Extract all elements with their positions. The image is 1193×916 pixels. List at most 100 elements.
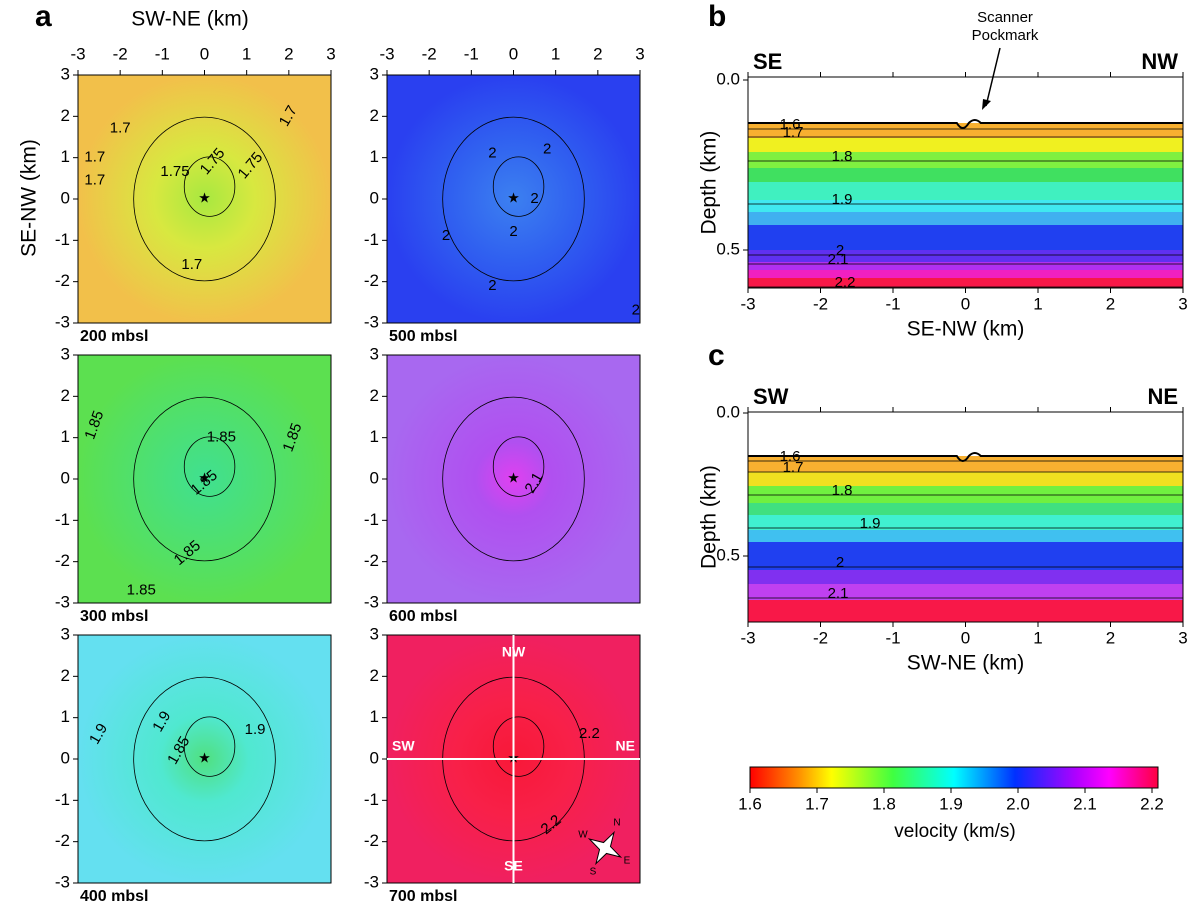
y-tick-label: 1	[370, 707, 379, 726]
y-axis-label: Depth (km)	[698, 465, 721, 569]
compass-letter: N	[613, 818, 620, 829]
cross-label: SW	[392, 738, 415, 754]
y-tick-label: 1	[61, 427, 70, 446]
compass-letter: S	[590, 867, 597, 878]
velocity-layer	[748, 600, 1183, 622]
velocity-layer	[748, 168, 1183, 182]
y-tick-label: -1	[55, 790, 70, 809]
velocity-layer	[748, 152, 1183, 168]
y-tick-label: -1	[55, 230, 70, 249]
velocity-layer	[748, 138, 1183, 152]
side-label: NE	[1147, 384, 1178, 409]
velocity-map	[77, 354, 332, 604]
velocity-layer	[748, 570, 1183, 584]
contour-label: 2	[442, 227, 450, 244]
x-tick-label: 0	[509, 44, 518, 63]
contour-label: 1.9	[832, 191, 853, 208]
y-tick-label: 0.0	[716, 402, 740, 421]
x-tick-label: -3	[740, 294, 755, 313]
x-tick-label: -1	[155, 44, 170, 63]
y-tick-label: 0	[370, 188, 379, 207]
y-axis-label: SE-NW (km)	[18, 139, 41, 257]
x-tick-label: -2	[422, 44, 437, 63]
seafloor	[748, 119, 1183, 129]
contour-label: 1.9	[860, 515, 881, 532]
velocity-map	[386, 74, 641, 324]
contour	[492, 436, 545, 497]
y-tick-label: 0	[370, 748, 379, 767]
velocity-layer	[748, 182, 1183, 200]
y-tick-label: 0	[61, 188, 70, 207]
velocity-layer	[748, 225, 1183, 250]
x-tick-label: 2	[1106, 294, 1115, 313]
y-tick-label: 3	[61, 624, 70, 643]
contour-label: 1.75	[160, 163, 189, 180]
depth-label: 600 mbsl	[389, 608, 457, 625]
y-tick-label: -1	[364, 230, 379, 249]
contour-label: 2.2	[579, 725, 600, 742]
x-tick-label: 0	[200, 44, 209, 63]
contour	[133, 116, 276, 282]
contour-label: 2.2	[835, 274, 856, 291]
y-tick-label: 2	[370, 666, 379, 685]
y-tick-label: 2	[61, 106, 70, 125]
velocity-layer	[748, 250, 1183, 262]
y-tick-label: 1	[61, 707, 70, 726]
velocity-layer	[748, 200, 1183, 212]
cross-label: NE	[616, 738, 635, 754]
y-tick-label: -3	[364, 872, 379, 891]
y-tick-label: 2	[61, 386, 70, 405]
contour-label: 1.85	[127, 582, 156, 599]
contour-label: 2	[488, 277, 496, 294]
cross-label: NW	[502, 644, 526, 660]
y-tick-label: -3	[55, 592, 70, 611]
x-axis-label: SW-NE (km)	[131, 8, 248, 31]
side-label: SW	[753, 384, 789, 409]
side-label: SE	[753, 49, 782, 74]
x-tick-label: 3	[1178, 628, 1187, 647]
x-tick-label: -1	[464, 44, 479, 63]
depth-label: 400 mbsl	[80, 888, 148, 905]
side-label: NW	[1141, 49, 1178, 74]
colorbar-tick-label: 1.9	[939, 794, 963, 813]
seafloor	[748, 452, 1183, 462]
y-tick-label: -3	[364, 312, 379, 331]
x-tick-label: 0	[961, 294, 970, 313]
velocity-map	[77, 634, 332, 884]
annotation: Scanner	[977, 9, 1033, 26]
x-tick-label: 3	[326, 44, 335, 63]
y-tick-label: 3	[61, 344, 70, 363]
colorbar-tick-label: 1.8	[872, 794, 896, 813]
contour-label: 1.9	[245, 721, 266, 738]
contour-label: 1.7	[783, 124, 804, 141]
contour-label: 1.85	[207, 429, 236, 446]
depth-label: 500 mbsl	[389, 328, 457, 345]
contour-label: 1.7	[84, 171, 105, 188]
y-tick-label: -1	[364, 790, 379, 809]
colorbar-tick-label: 1.7	[805, 794, 829, 813]
contour	[133, 396, 276, 562]
contour-label: 1.8	[832, 482, 853, 499]
x-tick-label: 3	[1178, 294, 1187, 313]
y-tick-label: 1	[370, 427, 379, 446]
velocity-layer	[748, 486, 1183, 503]
contour-label: 1.8	[832, 148, 853, 165]
velocity-layer	[748, 212, 1183, 225]
y-tick-label: 1	[61, 147, 70, 166]
y-tick-label: 0	[61, 468, 70, 487]
y-tick-label: 0.0	[716, 69, 740, 88]
contour-label: 2	[632, 302, 640, 319]
x-tick-label: 3	[635, 44, 644, 63]
colorbar-tick-label: 1.6	[738, 794, 762, 813]
x-tick-label: 2	[593, 44, 602, 63]
cross-label: SE	[504, 858, 523, 874]
contour-label: 1.7	[110, 120, 131, 137]
x-tick-label: -1	[885, 294, 900, 313]
y-tick-label: -2	[364, 271, 379, 290]
contour-label: 1.7	[783, 459, 804, 476]
y-tick-label: -2	[55, 271, 70, 290]
compass-letter: W	[578, 830, 588, 841]
compass-rose	[587, 830, 623, 866]
star-marker: ★	[507, 190, 520, 206]
star-marker: ★	[198, 750, 211, 766]
